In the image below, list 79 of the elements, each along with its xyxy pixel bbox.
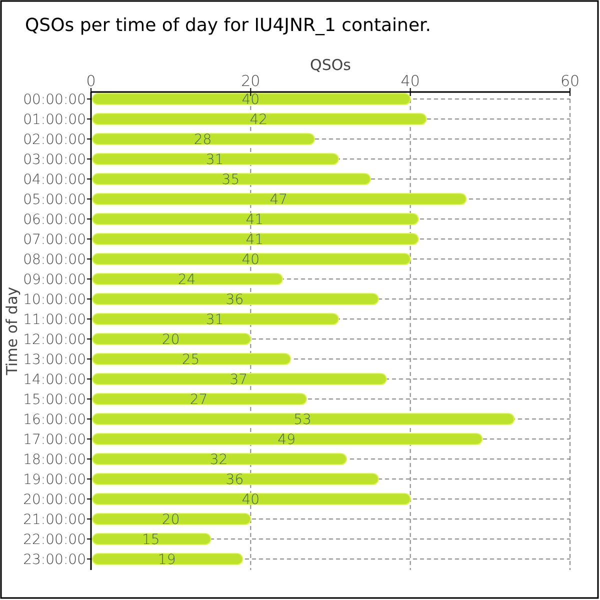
bar	[92, 273, 284, 285]
y-tick-label: 00:00:00	[23, 92, 86, 108]
bar	[92, 233, 419, 245]
data-label: 27	[190, 392, 208, 408]
data-label: 25	[182, 352, 200, 368]
y-tick-label: 22:00:00	[23, 532, 86, 548]
data-label: 19	[158, 552, 176, 568]
bar	[92, 493, 411, 505]
bar	[92, 553, 244, 565]
x-tick-label: 20	[241, 72, 260, 90]
x-tick-label: 60	[560, 72, 580, 90]
data-label: 42	[250, 112, 268, 128]
bar	[92, 513, 252, 525]
x-axis-title: QSOs	[310, 56, 352, 74]
y-tick-label: 02:00:00	[23, 132, 86, 148]
bar	[92, 393, 308, 405]
data-label: 53	[294, 412, 312, 428]
bar	[92, 373, 387, 385]
y-tick-label: 15:00:00	[23, 392, 86, 408]
bar	[92, 113, 427, 125]
bar	[92, 453, 347, 465]
x-tick-label: 0	[86, 72, 96, 90]
y-tick-label: 14:00:00	[23, 372, 86, 388]
y-tick-label: 04:00:00	[23, 172, 86, 188]
data-label: 41	[246, 232, 264, 248]
y-axis-title: Time of day	[3, 286, 21, 376]
y-tick-label: 11:00:00	[23, 312, 86, 328]
y-tick-label: 18:00:00	[23, 452, 86, 468]
bar	[92, 173, 371, 185]
bar	[92, 153, 339, 165]
bar	[92, 533, 212, 545]
y-tick-label: 09:00:00	[23, 272, 86, 288]
data-label: 24	[178, 272, 196, 288]
data-label: 40	[242, 252, 260, 268]
bar	[92, 353, 292, 365]
data-label: 37	[230, 372, 248, 388]
y-tick-label: 03:00:00	[23, 152, 86, 168]
data-label: 28	[194, 132, 212, 148]
bar	[92, 133, 316, 145]
y-tick-label: 12:00:00	[23, 332, 86, 348]
bar	[92, 213, 419, 225]
y-tick-label: 07:00:00	[23, 232, 86, 248]
data-label: 20	[162, 332, 180, 348]
data-label: 40	[242, 92, 260, 108]
data-label: 36	[226, 292, 244, 308]
bar	[92, 93, 411, 105]
y-tick-label: 10:00:00	[23, 292, 86, 308]
data-label: 31	[206, 312, 224, 328]
y-tick-label: 16:00:00	[23, 412, 86, 428]
data-label: 40	[242, 492, 260, 508]
data-label: 47	[270, 192, 288, 208]
data-label: 41	[246, 212, 264, 228]
y-tick-label: 13:00:00	[23, 352, 86, 368]
y-tick-label: 06:00:00	[23, 212, 86, 228]
y-tick-label: 20:00:00	[23, 492, 86, 508]
data-label: 32	[210, 452, 228, 468]
bar	[92, 253, 411, 265]
bar	[92, 193, 467, 205]
bar	[92, 313, 339, 325]
data-label: 36	[226, 472, 244, 488]
y-tick-label: 19:00:00	[23, 472, 86, 488]
chart-title: QSOs per time of day for IU4JNR_1 container.	[25, 15, 431, 36]
data-label: 15	[142, 532, 160, 548]
data-label: 49	[278, 432, 296, 448]
y-tick-label: 05:00:00	[23, 192, 86, 208]
bar	[92, 433, 483, 445]
data-label: 35	[222, 172, 240, 188]
bar	[92, 413, 515, 425]
bar	[92, 333, 252, 345]
x-tick-label: 40	[400, 72, 420, 90]
data-label: 31	[206, 152, 224, 168]
data-label: 20	[162, 512, 180, 528]
y-tick-label: 01:00:00	[23, 112, 86, 128]
y-tick-label: 21:00:00	[23, 512, 86, 528]
bar	[92, 473, 379, 485]
y-tick-label: 17:00:00	[23, 432, 86, 448]
y-tick-label: 23:00:00	[23, 552, 86, 568]
bar	[92, 293, 379, 305]
y-tick-label: 08:00:00	[23, 252, 86, 268]
